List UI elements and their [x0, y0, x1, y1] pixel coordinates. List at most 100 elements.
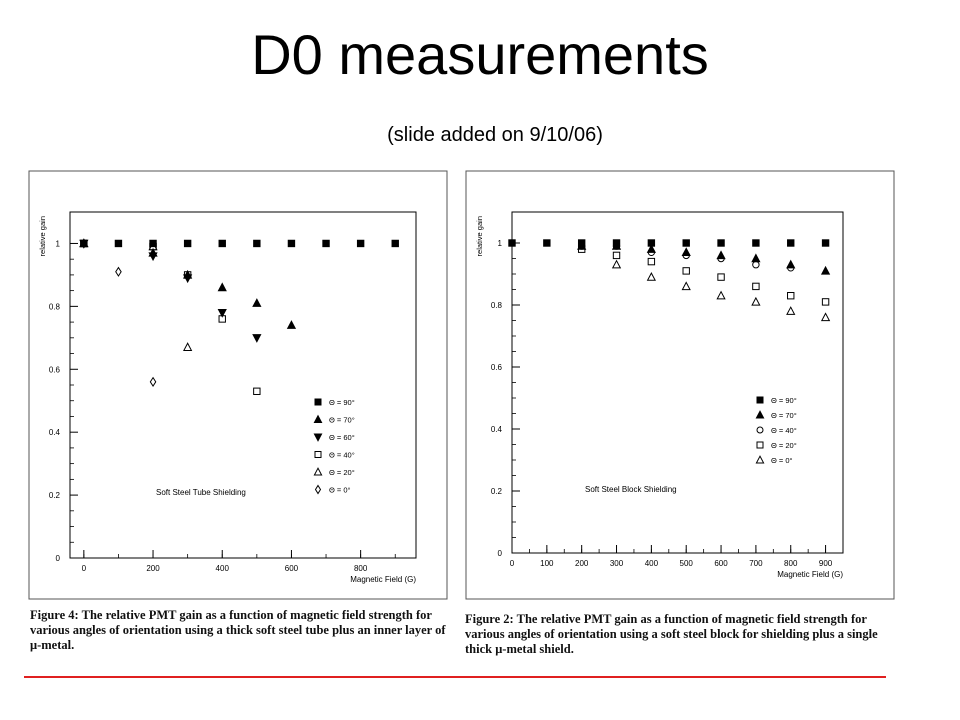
- x-axis-label: Magnetic Field (G): [350, 575, 416, 584]
- legend-label: Θ = 20°: [771, 441, 797, 450]
- data-point: [508, 239, 516, 247]
- x-tick-label: 400: [645, 559, 659, 568]
- data-point: [717, 273, 725, 281]
- data-point: [787, 292, 795, 300]
- legend-label: Θ = 90°: [329, 398, 355, 407]
- data-point: [752, 239, 760, 247]
- data-point: [820, 312, 831, 322]
- y-tick-label: 0.2: [49, 491, 61, 500]
- series-3: [577, 245, 830, 306]
- x-tick-label: 600: [714, 559, 728, 568]
- legend-marker: [314, 451, 322, 458]
- data-point: [253, 239, 261, 248]
- chart-panel-right: 0 0.2 0.4 0.6 0.8 1 0 100 200 300 400 500 600 700 800 9…: [465, 170, 895, 600]
- data-point: [148, 241, 158, 251]
- data-point: [252, 334, 262, 343]
- data-point: [681, 281, 691, 291]
- data-point: [391, 239, 399, 248]
- x-tick-label: 400: [216, 564, 230, 573]
- data-point: [612, 251, 621, 260]
- data-point: [821, 298, 830, 306]
- y-tick-label: 1: [56, 239, 61, 248]
- data-point: [217, 308, 227, 318]
- y-tick-label: 0.4: [49, 428, 61, 437]
- legend-label: Θ = 70°: [329, 416, 355, 425]
- x-tick-label: 200: [146, 564, 160, 573]
- chart-right: 0 0.2 0.4 0.6 0.8 1 0 100 200 300 400 500 600 700 800 9…: [465, 170, 895, 600]
- chart-left: 0 0.2 0.4 0.6 0.8 1 0 200 400 600 800 Magnetic Fiel…: [28, 170, 448, 600]
- x-tick-label: 800: [784, 559, 798, 568]
- chart-panel-left: 0 0.2 0.4 0.6 0.8 1 0 200 400 600 800 Magnetic Fiel…: [28, 170, 448, 600]
- x-tick-label: 300: [610, 559, 624, 568]
- data-point: [787, 239, 795, 247]
- x-tick-label: 0: [510, 559, 515, 568]
- legend-label: Θ = 40°: [329, 451, 355, 460]
- data-point: [253, 387, 261, 395]
- data-point: [183, 271, 192, 279]
- y-tick-label: 0.8: [491, 301, 503, 310]
- data-point: [682, 267, 690, 275]
- y-tick-label: 0.8: [49, 302, 61, 311]
- data-point: [716, 290, 726, 300]
- slide-subtitle: (slide added on 9/10/06): [387, 124, 603, 146]
- legend-label: Θ = 70°: [771, 411, 797, 420]
- data-point: [80, 238, 88, 249]
- legend-marker: [756, 441, 764, 449]
- data-point: [115, 266, 122, 277]
- x-tick-label: 800: [354, 564, 368, 573]
- data-point: [217, 282, 227, 292]
- y-axis-label: relative gain: [475, 216, 484, 256]
- data-point: [611, 259, 622, 269]
- data-point: [218, 315, 226, 323]
- data-point: [114, 239, 123, 248]
- data-point: [577, 245, 586, 253]
- data-point: [820, 265, 831, 275]
- accent-divider: [24, 676, 886, 678]
- chart-annotation: Soft Steel Tube Shielding: [156, 488, 246, 497]
- y-tick-label: 0.4: [491, 425, 503, 434]
- data-point: [356, 239, 365, 248]
- data-point: [322, 239, 330, 248]
- legend-marker: [755, 410, 765, 419]
- data-point: [752, 282, 760, 291]
- data-point: [543, 239, 551, 247]
- series-4: [611, 259, 831, 322]
- data-point: [183, 239, 192, 248]
- data-point: [786, 306, 796, 315]
- legend-marker: [756, 396, 764, 404]
- data-point: [218, 239, 226, 248]
- data-point: [612, 242, 621, 250]
- data-point: [647, 248, 656, 257]
- data-point: [252, 298, 262, 307]
- data-point: [717, 254, 725, 263]
- data-point: [646, 272, 656, 281]
- x-tick-label: 500: [680, 559, 694, 568]
- y-tick-label: 0.2: [491, 487, 503, 496]
- figure-caption-right: Figure 2: The relative PMT gain as a fun…: [465, 612, 878, 656]
- x-tick-label: 0: [82, 564, 87, 573]
- slide-title: D0 measurements: [251, 23, 709, 86]
- data-point: [717, 239, 725, 247]
- legend-marker: [313, 467, 323, 476]
- legend-marker: [755, 455, 765, 464]
- legend-marker: [756, 426, 764, 434]
- x-tick-label: 100: [540, 559, 554, 568]
- y-tick-label: 1: [498, 239, 503, 248]
- x-tick-label: 700: [749, 559, 763, 568]
- data-point: [149, 376, 157, 387]
- y-tick-label: 0.6: [491, 363, 503, 372]
- figure-caption-left: Figure 4: The relative PMT gain as a fun…: [30, 608, 446, 652]
- x-axis-label: Magnetic Field (G): [777, 570, 843, 579]
- data-point: [682, 239, 690, 247]
- series-2: [577, 242, 795, 272]
- chart-annotation: Soft Steel Block Shielding: [585, 485, 677, 494]
- data-point: [682, 251, 690, 260]
- legend-marker: [314, 398, 322, 406]
- data-point: [821, 239, 830, 247]
- legend-label: Θ = 0°: [329, 486, 351, 495]
- legend-label: Θ = 90°: [771, 396, 797, 405]
- x-tick-label: 600: [285, 564, 299, 573]
- legend-label: Θ = 40°: [771, 426, 797, 435]
- x-tick-label: 200: [575, 559, 589, 568]
- x-tick-label: 900: [819, 559, 833, 568]
